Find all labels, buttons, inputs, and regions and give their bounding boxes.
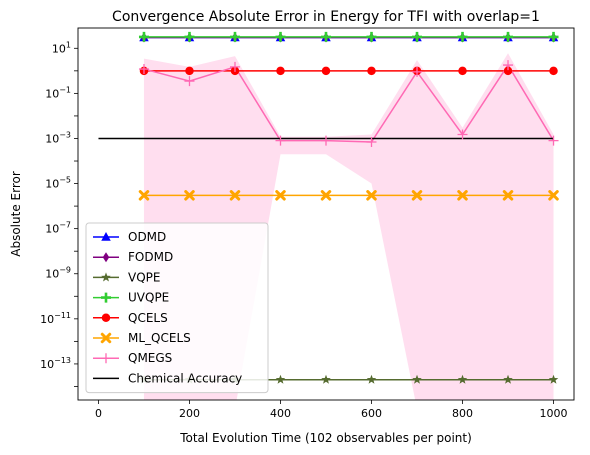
- x-tick-label: 1000: [540, 407, 568, 420]
- x-axis: 0 200 400 600 800 1000: [95, 400, 568, 420]
- ml-qcels-point: [275, 190, 286, 201]
- legend-vqpe-marker: [101, 272, 111, 282]
- qmegs-line: [143, 63, 555, 143]
- vqpe-point: [366, 374, 377, 384]
- y-tick-label: 10−13: [40, 356, 71, 371]
- qcels-point: [367, 66, 376, 76]
- x-tick-label: 0: [95, 407, 102, 420]
- ml-qcels-point: [138, 190, 150, 201]
- vqpe-point: [457, 374, 468, 384]
- legend-fodmd-marker: [102, 252, 110, 263]
- uvqpe-point: [184, 31, 195, 42]
- x-tick-label: 200: [179, 407, 200, 420]
- legend-odmd-label: ODMD: [128, 230, 166, 244]
- qmegs-point: [229, 61, 240, 72]
- ml-qcels-point: [548, 190, 559, 201]
- legend-vqpe-label: VQPE: [128, 270, 160, 284]
- uvqpe-point: [412, 31, 423, 42]
- ml-qcels-point: [184, 190, 195, 201]
- qmegs-point: [138, 64, 149, 75]
- x-axis-label: Total Evolution Time (102 observables pe…: [179, 431, 472, 445]
- legend-chemical-accuracy-label: Chemical Accuracy: [128, 371, 242, 385]
- uvqpe-point: [275, 31, 286, 42]
- y-tick-label: 10−11: [40, 311, 71, 326]
- y-tick-label: 10−9: [45, 266, 71, 281]
- series-marker-layer: [138, 31, 559, 384]
- legend-odmd-marker: [101, 232, 111, 241]
- qmegs-point: [275, 135, 286, 146]
- qcels-point: [321, 66, 331, 76]
- legend-qmegs-marker: [101, 353, 111, 364]
- legend-qcels-label: QCELS: [128, 311, 168, 325]
- legend-uvqpe-marker: [101, 292, 111, 303]
- y-tick-label: 10−3: [45, 130, 71, 145]
- legend-ml-qcels-label: ML_QCELS: [128, 331, 191, 345]
- x-tick-label: 800: [452, 407, 473, 420]
- qcels-point: [276, 66, 285, 76]
- uvqpe-point: [366, 31, 377, 42]
- legend-qmegs-label: QMEGS: [128, 351, 172, 365]
- ml-qcels-point: [229, 190, 241, 201]
- qcels-point: [458, 66, 467, 76]
- ml-qcels-point: [411, 190, 423, 201]
- uvqpe-point: [138, 31, 149, 42]
- qcels-point: [185, 66, 194, 76]
- y-axis: 101 10−1 10−3 10−5 10−7 10−9 10−11 10−13: [40, 40, 78, 387]
- legend: ODMD FODMD VQPE UVQPE QCELS ML_QCELS QMEGS Chem…: [85, 222, 269, 394]
- ml-qcels-point: [366, 190, 377, 201]
- vqpe-point: [548, 374, 559, 384]
- y-tick-label: 101: [52, 40, 71, 55]
- qmegs-point: [321, 135, 331, 146]
- y-tick-label: 10−5: [45, 176, 71, 191]
- qmegs-point: [503, 60, 514, 71]
- legend-qcels-marker: [101, 313, 111, 323]
- qmegs-point: [457, 129, 468, 140]
- qmegs-point: [184, 76, 195, 87]
- qcels-point: [503, 66, 513, 76]
- legend-fodmd-label: FODMD: [128, 250, 173, 264]
- legend-box: [85, 222, 269, 394]
- qmegs-point: [366, 136, 377, 147]
- qmegs-point: [412, 66, 423, 77]
- uvqpe-point: [503, 31, 514, 42]
- uvqpe-point: [548, 31, 559, 42]
- y-axis-label: Absolute Error: [9, 171, 23, 257]
- ml-qcels-point: [457, 190, 468, 201]
- chart-title: Convergence Absolute Error in Energy for…: [112, 9, 540, 25]
- vqpe-point: [275, 374, 286, 384]
- uvqpe-point: [457, 31, 468, 42]
- x-tick-label: 400: [270, 407, 291, 420]
- vqpe-point: [503, 374, 513, 384]
- x-tick-label: 600: [361, 407, 382, 420]
- vqpe-point: [412, 374, 422, 384]
- ml-qcels-point: [320, 190, 332, 201]
- y-tick-label: 10−1: [45, 85, 71, 100]
- legend-ml-qcels-marker: [100, 332, 112, 344]
- uvqpe-point: [321, 31, 331, 42]
- ml-qcels-point: [502, 190, 514, 201]
- uvqpe-point: [229, 31, 240, 42]
- vqpe-point: [321, 374, 331, 384]
- qmegs-point: [548, 135, 559, 146]
- y-tick-label: 10−7: [45, 221, 71, 236]
- qcels-point: [549, 66, 558, 76]
- legend-uvqpe-label: UVQPE: [128, 291, 169, 305]
- plot-frame: [77, 27, 575, 401]
